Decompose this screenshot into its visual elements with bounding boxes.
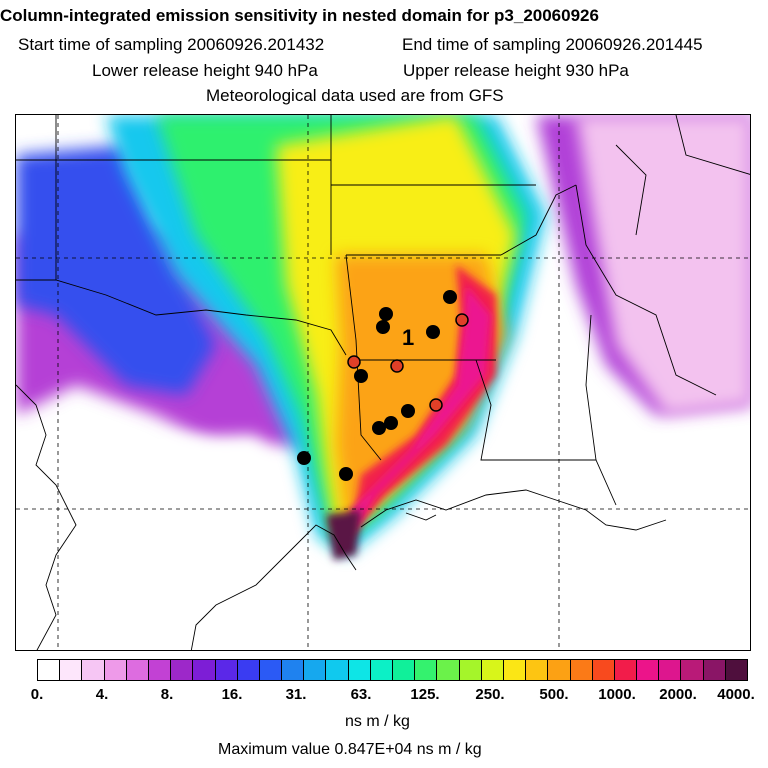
map-svg: 1 — [16, 115, 750, 650]
sensitivity-field — [16, 115, 750, 650]
colorbar-swatch — [126, 660, 149, 680]
field-plume-red — [351, 265, 496, 535]
receptor-black — [401, 404, 415, 418]
colorbar-swatch — [548, 660, 571, 680]
colorbar-swatch — [60, 660, 83, 680]
colorbar-swatch — [526, 660, 549, 680]
colorbar-tick-label: 63. — [350, 686, 372, 703]
release-marker-label: 1 — [402, 325, 414, 350]
colorbar-swatch — [415, 660, 438, 680]
end-time-label: End time of sampling 20060926.201445 — [402, 35, 703, 54]
receptor-black — [339, 467, 353, 481]
receptor-black — [379, 307, 393, 321]
colorbar-swatch — [725, 660, 747, 680]
colorbar-tick-label: 250. — [475, 686, 505, 703]
colorbar-swatch — [215, 660, 238, 680]
receptor-markers — [297, 290, 469, 481]
receptor-black — [354, 369, 368, 383]
colorbar-tick-label: 31. — [285, 686, 307, 703]
colorbar-tick-label: 500. — [539, 686, 569, 703]
colorbar-tick-label: 4. — [95, 686, 109, 703]
colorbar-swatch — [282, 660, 305, 680]
colorbar-tick-label: 2000. — [659, 686, 697, 703]
start-time-label: Start time of sampling 20060926.201432 — [18, 35, 325, 54]
colorbar-swatch — [437, 660, 460, 680]
colorbar-swatch — [592, 660, 615, 680]
receptor-red — [429, 398, 443, 412]
receptor-black — [426, 325, 440, 339]
field-southwest-white — [16, 435, 326, 650]
colorbar-swatch — [304, 660, 327, 680]
colorbar-swatch — [659, 660, 682, 680]
field-east-light — [576, 115, 750, 415]
lower-height-label: Lower release height 940 hPa — [92, 61, 318, 80]
receptor-black — [443, 290, 457, 304]
plot-title: Column-integrated emission sensitivity i… — [0, 6, 599, 25]
colorbar-swatch — [481, 660, 504, 680]
colorbar-tick-label: 4000. — [717, 686, 755, 703]
colorbar-swatch — [459, 660, 482, 680]
colorbar-tick-label: 16. — [221, 686, 243, 703]
colorbar-swatch — [393, 660, 416, 680]
receptor-black — [372, 421, 386, 435]
colorbar-tick-label: 1000. — [598, 686, 636, 703]
state-boundaries — [16, 115, 750, 506]
colorbar-tick-label: 8. — [160, 686, 174, 703]
coastline — [16, 384, 667, 650]
field-max-dark — [326, 510, 361, 560]
receptor-black — [376, 320, 390, 334]
colorbar-swatch — [237, 660, 260, 680]
colorbar-swatch — [193, 660, 216, 680]
max-value-label: Maximum value 0.847E+04 ns m / kg — [218, 741, 482, 758]
receptor-red — [347, 355, 361, 369]
colorbar-swatch — [370, 660, 393, 680]
field-plume-magenta — [346, 285, 491, 545]
colorbar-swatch — [104, 660, 127, 680]
colorbar-swatch — [171, 660, 194, 680]
colorbar-swatch — [570, 660, 593, 680]
receptor-black — [384, 416, 398, 430]
colorbar-swatch — [637, 660, 660, 680]
colorbar-swatch — [82, 660, 105, 680]
receptor-black — [297, 451, 311, 465]
sensitivity-map: 1 — [15, 114, 751, 651]
colorbar-swatch — [38, 660, 61, 680]
colorbar-units: ns m / kg — [345, 713, 410, 730]
colorbar-swatch — [148, 660, 172, 680]
colorbar-swatch — [326, 660, 349, 680]
field-west-blue — [16, 145, 216, 395]
receptor-red — [455, 313, 469, 327]
colorbar-swatch — [503, 660, 527, 680]
receptor-red — [390, 359, 404, 373]
colorbar — [37, 659, 748, 681]
colorbar-swatch — [614, 660, 638, 680]
colorbar-swatch — [259, 660, 283, 680]
colorbar-swatch — [703, 660, 726, 680]
colorbar-tick-label: 0. — [30, 686, 44, 703]
upper-height-label: Upper release height 930 hPa — [403, 61, 629, 80]
met-data-label: Meteorological data used are from GFS — [206, 86, 504, 105]
colorbar-swatch — [348, 660, 371, 680]
colorbar-swatch — [681, 660, 704, 680]
colorbar-tick-label: 125. — [410, 686, 440, 703]
grid-lines — [16, 115, 750, 650]
